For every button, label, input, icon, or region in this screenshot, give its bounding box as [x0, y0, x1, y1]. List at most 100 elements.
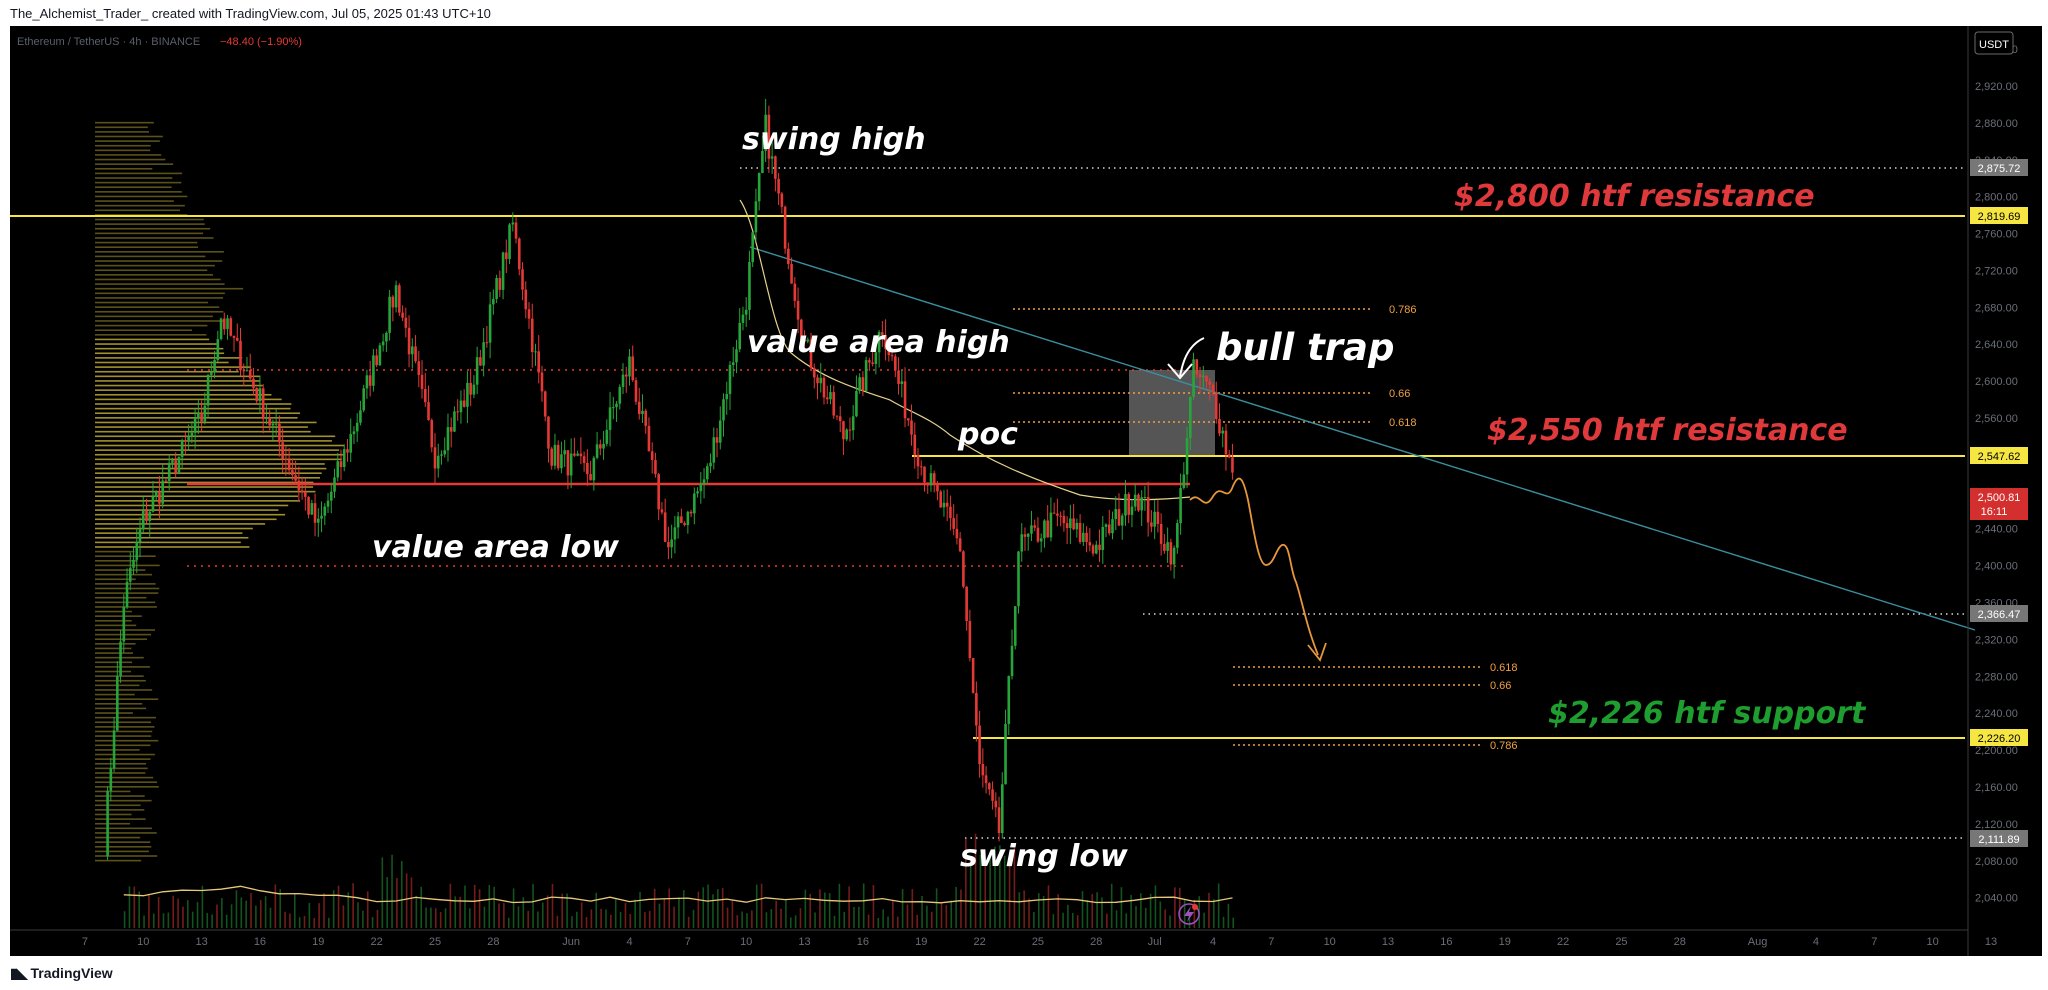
- candle-body: [449, 427, 453, 432]
- volume-bar: [240, 897, 243, 928]
- bull-trap-box: [1129, 370, 1215, 455]
- candle-body: [151, 496, 155, 512]
- candle-body: [744, 309, 748, 315]
- volume-bar: [1188, 914, 1191, 928]
- price-tick-label: 2,560.00: [1975, 413, 2018, 425]
- volume-bar: [809, 893, 812, 928]
- candle-body: [1120, 515, 1124, 526]
- candle-body: [355, 422, 359, 432]
- candle-body: [443, 450, 447, 455]
- candle-body: [910, 420, 913, 435]
- candle-body: [706, 466, 709, 480]
- profile-bar: [95, 643, 136, 645]
- candle-body: [822, 377, 826, 398]
- volume-bar: [435, 908, 437, 928]
- candle-body: [579, 453, 583, 457]
- candle-body: [881, 332, 884, 335]
- profile-bar: [95, 195, 188, 198]
- candle-body: [342, 449, 346, 468]
- candle-body: [514, 222, 518, 239]
- volume-bar: [328, 917, 330, 928]
- candle-body: [845, 429, 848, 440]
- volume-bar: [979, 854, 982, 928]
- candle-body: [689, 511, 693, 514]
- candle-body: [874, 352, 878, 364]
- volume-bar: [1232, 917, 1235, 928]
- candle-body: [1117, 509, 1121, 526]
- profile-bar: [95, 338, 210, 341]
- candle-body: [1104, 524, 1108, 527]
- candle-body: [326, 500, 330, 507]
- volume-bar: [459, 896, 461, 928]
- candle-body: [125, 581, 129, 608]
- volume-bar: [503, 903, 505, 928]
- candle-body: [381, 341, 385, 346]
- candle-body: [615, 403, 618, 408]
- candle-body: [1098, 544, 1101, 551]
- candle-body: [1091, 545, 1095, 554]
- fib-label-lower-0786: 0.786: [1490, 740, 1518, 752]
- volume-bar: [644, 912, 646, 928]
- volume-bars: [123, 833, 1235, 928]
- candle-body: [219, 318, 223, 340]
- candle-body: [767, 114, 771, 159]
- currency-button[interactable]: [1974, 31, 2014, 55]
- candle-body: [624, 374, 628, 377]
- volume-bar: [245, 900, 247, 928]
- candle-body: [864, 360, 868, 391]
- profile-bar: [95, 546, 250, 548]
- price-chart[interactable]: swing high $2,800 htf resistance value a…: [10, 26, 2042, 956]
- candle-body: [634, 380, 638, 402]
- chart-area[interactable]: swing high $2,800 htf resistance value a…: [10, 26, 2042, 956]
- volume-bar: [867, 914, 870, 928]
- volume-bar: [323, 893, 325, 928]
- swing-high-label: swing high: [742, 122, 926, 157]
- volume-bar: [279, 889, 281, 928]
- price-tick-label: 2,240.00: [1975, 708, 2018, 720]
- candle-body: [1201, 375, 1205, 378]
- candle-body: [1039, 538, 1043, 542]
- profile-bar: [95, 278, 221, 281]
- volume-bar: [600, 908, 602, 928]
- volume-bar: [571, 916, 573, 928]
- volume-bar: [284, 911, 286, 928]
- candle-body: [1192, 359, 1195, 397]
- volume-bar: [1091, 894, 1094, 928]
- candle-body: [547, 416, 550, 449]
- volume-bar: [410, 877, 413, 928]
- candle-body: [1224, 430, 1228, 455]
- alert-bolt-icon[interactable]: [1178, 903, 1200, 925]
- profile-bar: [95, 726, 155, 728]
- profile-bar: [95, 601, 156, 604]
- volume-bar: [862, 883, 865, 928]
- symbol-legend[interactable]: Ethereum / TetherUS · 4h · BINANCE: [17, 36, 200, 48]
- candle-body: [787, 248, 790, 264]
- candle-body: [848, 429, 852, 431]
- profile-bar: [95, 292, 225, 295]
- candle-body: [109, 768, 113, 791]
- volume-bar: [206, 912, 209, 928]
- tradingview-logo[interactable]: ▮◣ TradingView: [10, 965, 113, 981]
- volume-bar: [332, 890, 335, 928]
- bull-trap-label: bull trap: [1216, 326, 1394, 369]
- candle-body: [524, 289, 528, 310]
- candle-body: [965, 586, 968, 622]
- profile-bar: [95, 260, 223, 262]
- price-tick-label: 2,800.00: [1975, 192, 2018, 204]
- candle-body: [916, 454, 920, 467]
- candle-body: [602, 443, 605, 449]
- candle-body: [809, 339, 813, 369]
- currency-label: USDT: [1979, 39, 2009, 51]
- price-tick-label: 2,920.00: [1975, 81, 2018, 93]
- candle-body: [621, 374, 625, 388]
- profile-bar: [95, 301, 209, 304]
- volume-bar: [892, 899, 894, 928]
- time-tick-label: 10: [1927, 936, 1939, 948]
- badge-level-2366: 2,366.47: [1970, 605, 2028, 622]
- volume-bar: [610, 914, 612, 928]
- candle-body: [962, 551, 965, 587]
- candle-body: [521, 269, 524, 290]
- candle-body: [1020, 534, 1024, 552]
- candle-body: [637, 401, 641, 415]
- footer-bar: ▮◣ TradingView: [0, 956, 2048, 990]
